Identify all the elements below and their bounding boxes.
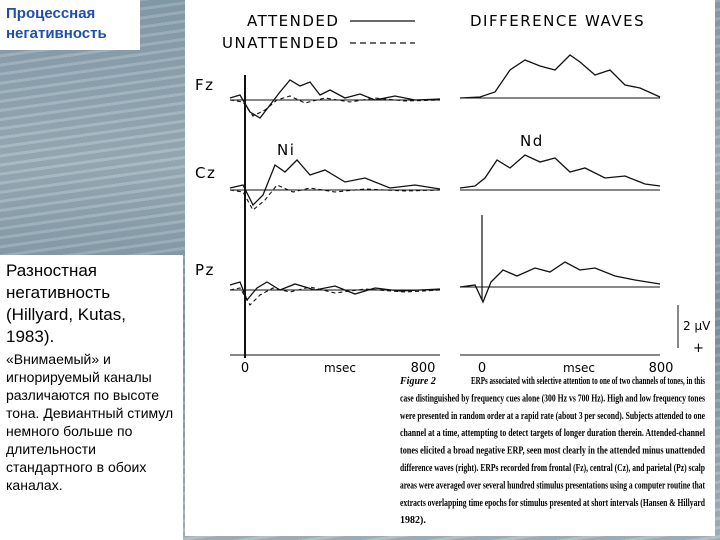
channel-label: Pz	[195, 261, 215, 279]
erp-attended	[229, 79, 441, 119]
caption-line: difference waves (right). ERPs recorded …	[400, 463, 705, 474]
caption-line: areas were averaged over several hundred…	[400, 480, 706, 491]
axis-label: 0	[241, 361, 249, 376]
difference-wave	[459, 154, 661, 189]
sidebar: Разностная негативность (Hillyard, Kutas…	[0, 255, 183, 540]
axis-label: 0	[478, 361, 486, 376]
polarity-label: +	[693, 341, 704, 356]
sidebar-body: «Внимаемый» и игнорируемый каналы различ…	[6, 351, 174, 493]
caption: ERPs associated with selective attention…	[400, 376, 706, 526]
axis-label: 800	[411, 361, 436, 376]
scale-label: 2 μV	[683, 319, 711, 333]
caption-line: 1982).	[400, 515, 426, 526]
caption-line: were presented in random order at a rapi…	[400, 411, 705, 422]
erp-unattended	[229, 184, 441, 211]
difference-wave	[459, 54, 661, 99]
slide-title: Процессная негативность	[0, 0, 140, 50]
difference-wave	[459, 261, 661, 304]
erp-attended	[229, 159, 441, 207]
caption-line: channel at a time, attempting to detect …	[400, 428, 705, 439]
right-title: DIFFERENCE WAVES	[470, 12, 645, 30]
sidebar-intro: Разностная негативность (Hillyard, Kutas…	[6, 261, 126, 346]
caption-line: tones elicited a broad negative ERP, see…	[400, 446, 705, 457]
figure-panel	[185, 0, 715, 536]
component-label: Nd	[520, 132, 544, 150]
axis-label: msec	[324, 361, 356, 375]
caption-line: ERPs associated with selective attention…	[471, 376, 705, 387]
caption-line: extracts overlapping time epochs for sti…	[400, 498, 705, 509]
erp-unattended	[229, 286, 441, 306]
figure: ATTENDED UNATTENDED DIFFERENCE WAVES Fz …	[185, 0, 715, 536]
channel-label: Fz	[195, 76, 215, 94]
caption-line: case distinguished by frequency cues alo…	[400, 393, 705, 404]
axis-label: msec	[563, 361, 595, 375]
legend-unattended: UNATTENDED	[222, 34, 340, 52]
axis-label: 800	[649, 361, 674, 376]
channel-label: Cz	[195, 164, 216, 182]
component-label: Ni	[277, 141, 295, 159]
caption-label: Figure 2	[399, 376, 436, 387]
legend-attended: ATTENDED	[247, 12, 339, 30]
